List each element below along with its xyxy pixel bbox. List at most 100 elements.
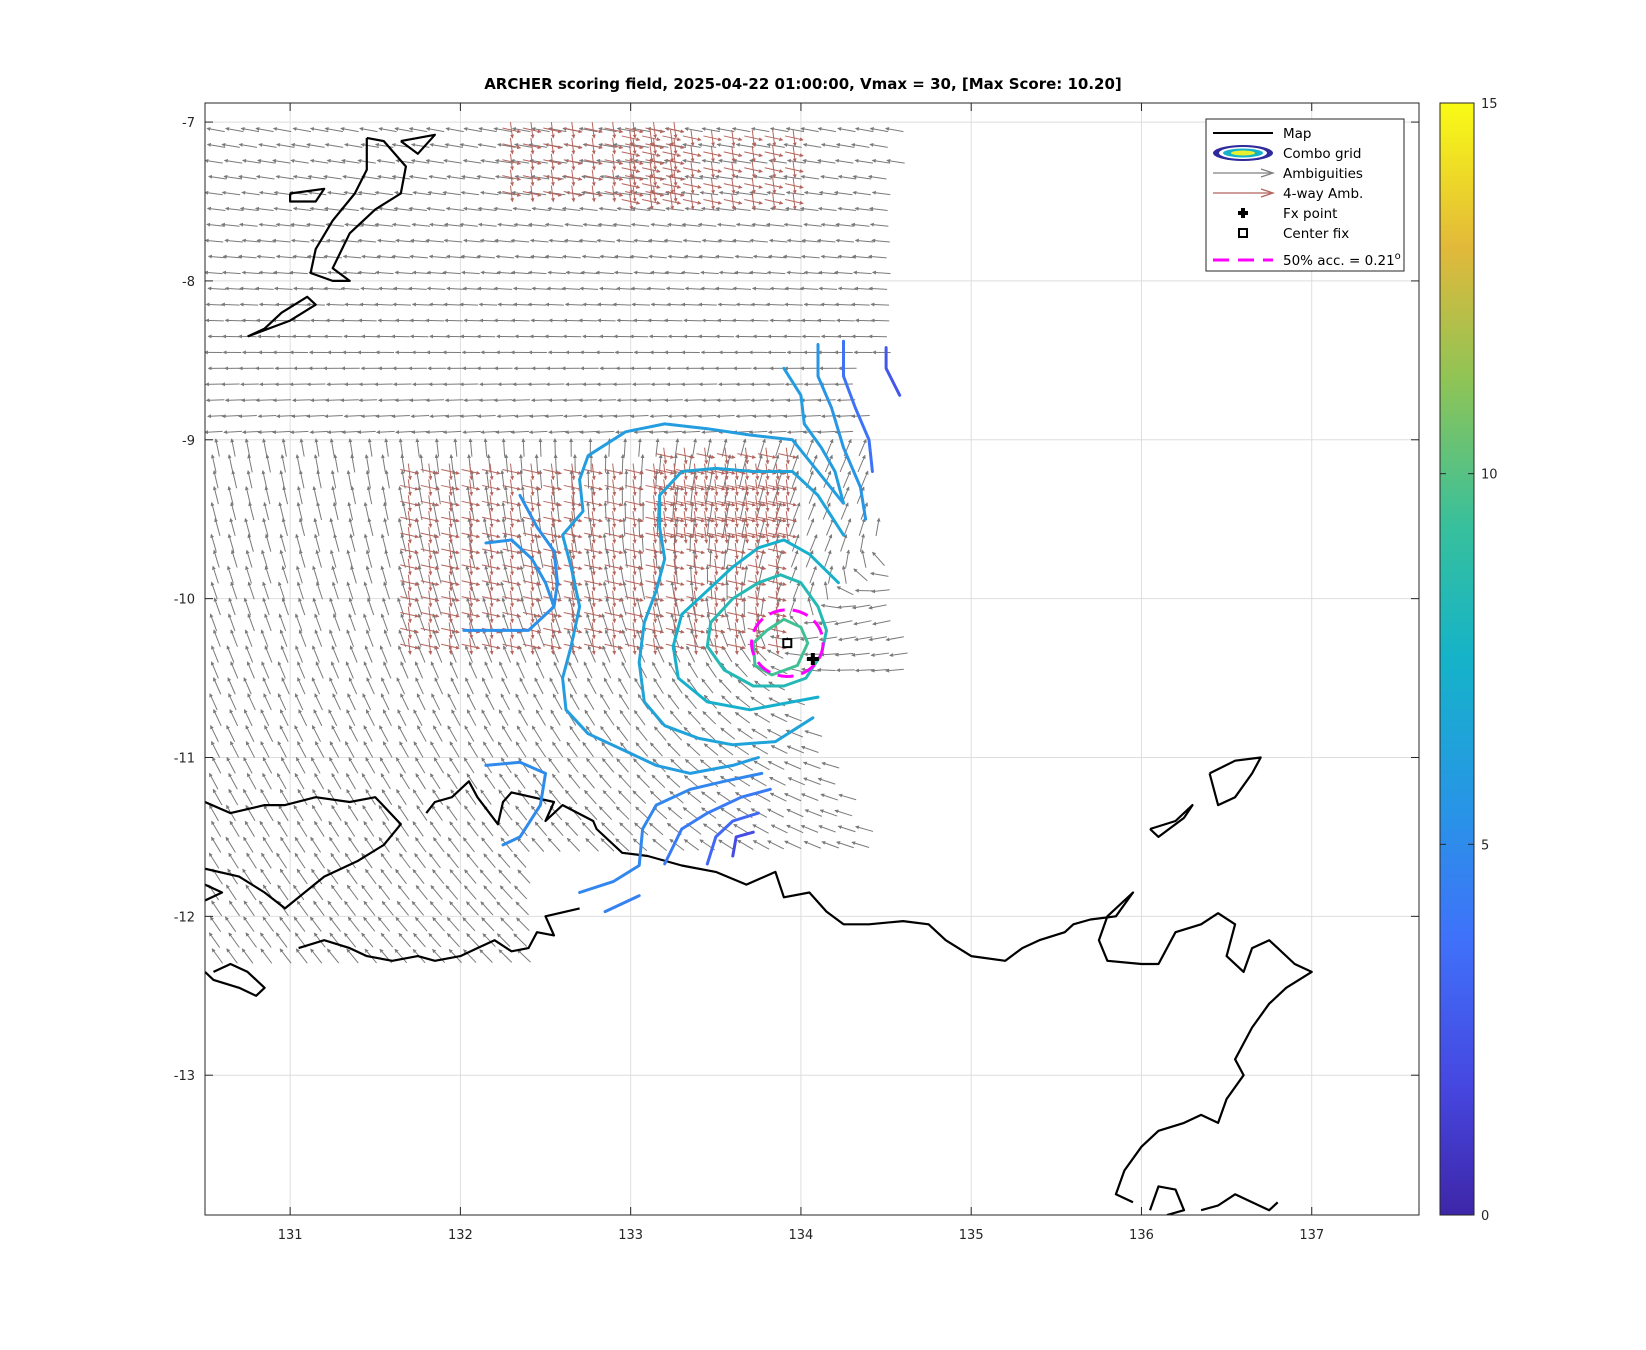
ambiguity-arrow (735, 414, 755, 419)
ambiguity-arrow (476, 254, 496, 259)
ambiguity-arrow (258, 142, 277, 148)
ambiguity-arrow (425, 318, 444, 323)
ambiguity-arrow (630, 286, 650, 291)
ambiguity-arrow (477, 206, 497, 211)
ambiguity-arrow (646, 398, 666, 403)
ambiguity-arrow (426, 206, 445, 211)
ambiguity-arrow (411, 142, 430, 148)
ambiguity-arrow (272, 398, 292, 403)
ambiguity-arrow (510, 238, 530, 243)
ambiguity-arrow (800, 398, 820, 403)
ambiguity-arrow (310, 318, 329, 323)
ambiguity-arrow (272, 238, 291, 243)
ambiguity-arrow (239, 222, 258, 227)
ambiguity-arrow (511, 127, 531, 133)
ambiguity-arrow (630, 222, 650, 227)
ambiguity-arrow (647, 318, 666, 323)
ambiguity-arrow (443, 158, 462, 164)
y-tick-label: -8 (182, 275, 195, 290)
ambiguity-arrow (751, 286, 771, 291)
ambiguity-arrow (391, 414, 410, 419)
ambiguity-arrow (803, 222, 822, 227)
ambiguity-arrow (272, 158, 291, 164)
ambiguity-arrow (425, 398, 445, 403)
ambiguity-arrow (802, 142, 822, 148)
ambiguity-arrow (273, 206, 292, 211)
x-tick-label: 135 (959, 1228, 984, 1243)
ambiguity-arrow (357, 318, 377, 323)
ambiguity-arrow (493, 127, 512, 133)
ambiguity-arrow (732, 206, 751, 211)
ambiguity-arrow (820, 254, 840, 259)
ambiguity-arrow (207, 286, 226, 291)
ambiguity-arrow (408, 127, 428, 133)
ambiguity-arrow (374, 142, 394, 148)
ambiguity-arrow (731, 127, 751, 133)
ambiguity-arrow (616, 127, 636, 133)
y-tick-label: -13 (174, 1069, 195, 1084)
ambiguity-arrow (527, 190, 547, 196)
ambiguity-arrow (357, 270, 376, 275)
ambiguity-arrow (239, 286, 258, 291)
colorbar-tick-label: 10 (1481, 468, 1498, 483)
ambiguity-arrow (442, 190, 461, 196)
ambiguity-arrow (496, 414, 516, 419)
ambiguity-arrow (752, 174, 772, 180)
ambiguity-arrow (547, 127, 567, 133)
ambiguity-arrow (816, 667, 836, 672)
ambiguity-arrow (547, 270, 567, 275)
ambiguity-arrow (799, 206, 819, 211)
ambiguity-arrow (306, 222, 325, 227)
ambiguity-arrow (578, 238, 598, 243)
ambiguity-arrow (683, 398, 703, 403)
ambiguity-arrow (343, 414, 363, 419)
ambiguity-arrow (561, 286, 581, 291)
plot-area: 131 132 133 134 135 136 137 -7 -8 -9 -10 -11 -12 -13 (174, 102, 1420, 1243)
colorbar-gradient (1439, 102, 1475, 1216)
ambiguity-arrow (376, 158, 396, 164)
y-tick-label: -9 (182, 434, 195, 449)
y-tick-label: -11 (174, 751, 195, 766)
ambiguity-arrow (514, 174, 533, 180)
ambiguity-arrow (527, 302, 547, 307)
ambiguity-arrow (612, 222, 632, 227)
ambiguity-arrow (463, 127, 482, 133)
ambiguity-arrow (717, 302, 737, 307)
ambiguity-arrow (463, 238, 482, 243)
ambiguity-arrow (680, 190, 700, 196)
ambiguity-arrow (394, 270, 414, 275)
ambiguity-arrow (562, 398, 582, 403)
ambiguity-arrow (254, 286, 274, 291)
center-fix-marker (782, 638, 793, 649)
ambiguity-arrow (578, 398, 598, 403)
ambiguity-arrow (408, 174, 428, 180)
ambiguity-arrow (205, 270, 223, 275)
ambiguity-arrow (408, 286, 427, 291)
y-tick-label: -12 (174, 910, 195, 925)
ambiguity-arrow (494, 238, 513, 243)
ambiguity-arrow (221, 222, 240, 227)
ambiguity-arrow (561, 206, 581, 211)
ambiguity-arrow (291, 398, 311, 403)
ambiguity-arrow (650, 302, 670, 307)
ambiguity-arrow (579, 286, 599, 291)
ambiguity-arrow (426, 286, 446, 291)
ambiguity-arrow (223, 158, 243, 164)
ambiguity-arrow (817, 158, 836, 164)
ambiguity-arrow (820, 174, 839, 180)
ambiguity-arrow (445, 206, 465, 211)
ambiguity-arrow (340, 286, 360, 291)
ambiguity-arrow (344, 222, 363, 227)
ambiguity-arrow (340, 206, 359, 211)
ambiguity-arrow (443, 238, 463, 243)
ambiguity-arrow (867, 174, 887, 180)
ambiguity-arrow (272, 127, 292, 133)
ambiguity-arrow (680, 270, 700, 275)
ambiguity-arrow (818, 270, 837, 275)
ambiguity-arrow (578, 318, 598, 323)
ambiguity-arrow (835, 318, 855, 323)
ambiguity-arrow (494, 158, 514, 164)
ambiguity-arrow (732, 286, 752, 291)
ambiguity-arrow (597, 398, 617, 403)
ambiguity-arrow (803, 302, 823, 307)
